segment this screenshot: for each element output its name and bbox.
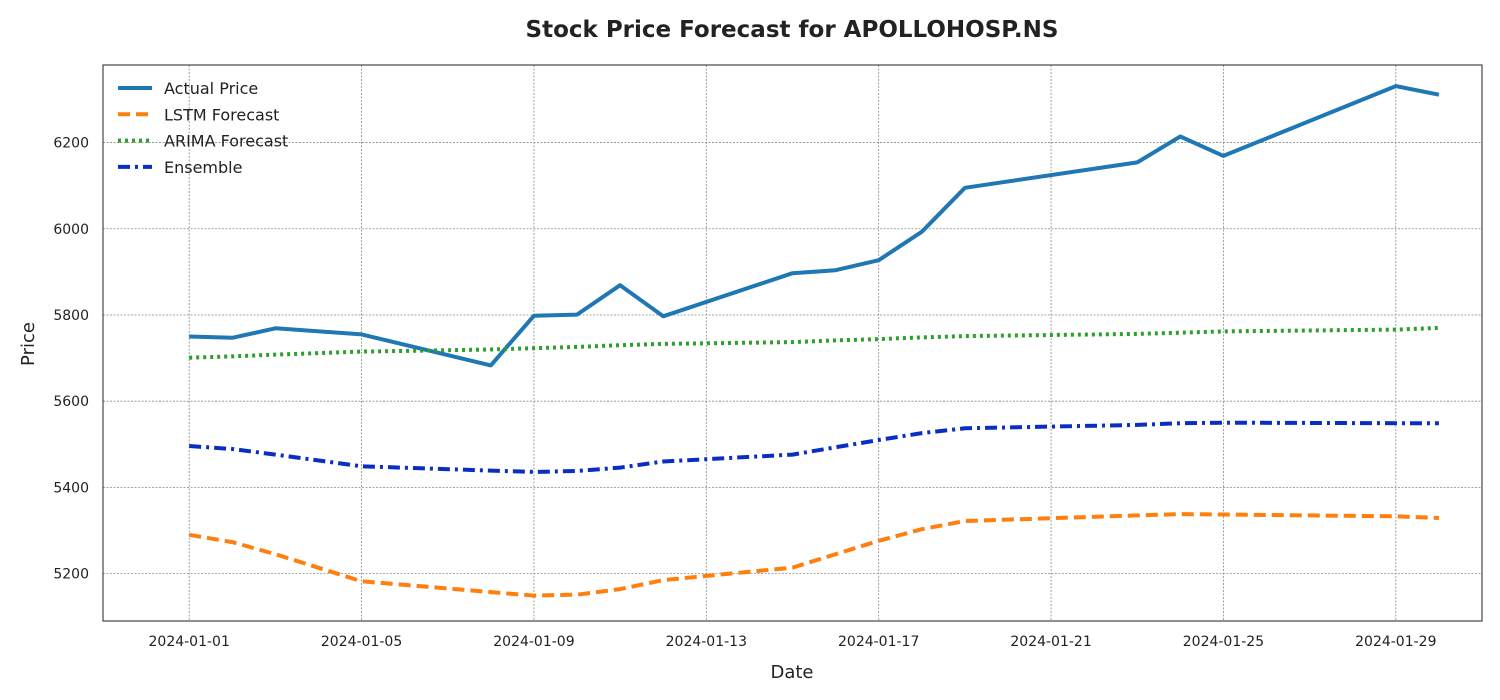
- x-tick-label: 2024-01-13: [666, 634, 747, 650]
- legend-label: Ensemble: [164, 158, 242, 177]
- x-axis-ticks: 2024-01-01 2024-01-05 2024-01-09 2024-01-13…: [149, 634, 1437, 650]
- x-tick-label: 2024-01-17: [838, 634, 919, 650]
- legend-label: LSTM Forecast: [164, 105, 279, 124]
- x-tick-label: 2024-01-09: [493, 634, 574, 650]
- y-tick-label: 5600: [53, 394, 89, 410]
- y-tick-label: 5200: [53, 567, 89, 583]
- x-tick-label: 2024-01-29: [1355, 634, 1436, 650]
- legend-label: ARIMA Forecast: [164, 132, 288, 151]
- y-tick-label: 6200: [53, 136, 89, 152]
- y-axis-ticks: 5200 5400 5600 5800 6000 6200: [53, 136, 89, 583]
- y-tick-label: 5800: [53, 308, 89, 324]
- y-tick-label: 5400: [53, 480, 89, 496]
- legend-label: Actual Price: [164, 79, 258, 98]
- chart-title: Stock Price Forecast for APOLLOHOSP.NS: [526, 17, 1059, 43]
- series-line-ensemble: [189, 420, 1439, 474]
- legend: Actual Price LSTM Forecast ARIMA Forecast E…: [118, 79, 288, 177]
- series-line-arima-forecast: [189, 325, 1439, 360]
- plot-frame: [102, 64, 1483, 622]
- x-tick-label: 2024-01-25: [1183, 634, 1264, 650]
- y-axis-label: Price: [18, 322, 39, 366]
- y-tick-label: 6000: [53, 222, 89, 238]
- x-tick-label: 2024-01-21: [1010, 634, 1091, 650]
- series-line-actual-price: [189, 84, 1440, 368]
- x-tick-label: 2024-01-05: [321, 634, 402, 650]
- x-axis-label: Date: [770, 662, 813, 683]
- series-line-lstm-forecast: [188, 512, 1439, 598]
- series-layer: [188, 84, 1440, 598]
- x-tick-label: 2024-01-01: [149, 634, 230, 650]
